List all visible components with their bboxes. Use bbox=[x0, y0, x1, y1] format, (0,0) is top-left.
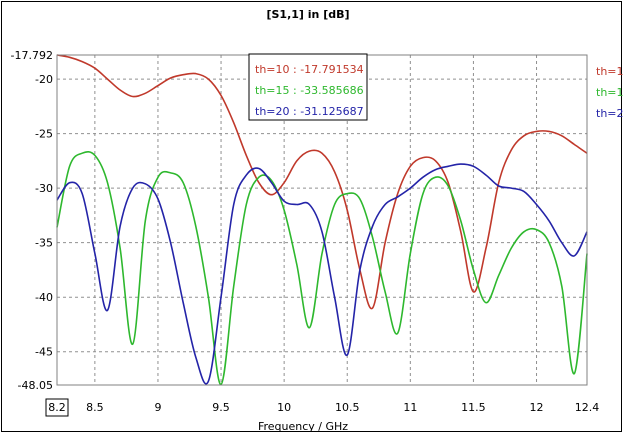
chart-title: [S1,1] in [dB] bbox=[266, 8, 349, 21]
y-tick-label: -45 bbox=[35, 346, 53, 359]
x-tick-label: 9 bbox=[154, 401, 161, 414]
marker-value-box-border bbox=[248, 53, 368, 121]
x-tick-label: 9.5 bbox=[212, 401, 230, 414]
series-line-th10 bbox=[56, 54, 588, 310]
x-tick-label: 11.5 bbox=[461, 401, 486, 414]
series-lines bbox=[56, 54, 588, 386]
legend-item-th15: th=15 bbox=[596, 86, 623, 99]
x-tick-label: 12 bbox=[530, 401, 544, 414]
y-tick-label: -48.05 bbox=[18, 379, 53, 392]
legend-item-th10: th=10 bbox=[596, 65, 623, 78]
legend-item-th20: th=20 bbox=[596, 107, 623, 120]
chart-title-text: [S1,1] in [dB] bbox=[266, 8, 349, 21]
y-tick-label: -25 bbox=[35, 128, 53, 141]
x-tick-label: 10 bbox=[277, 401, 291, 414]
series-line-th15 bbox=[56, 150, 588, 386]
y-tick-label: -30 bbox=[35, 182, 53, 195]
marker-value-th10: th=10 : -17.791534 bbox=[255, 63, 364, 76]
marker-value-th15: th=15 : -33.585686 bbox=[255, 84, 364, 97]
x-tick-start-box bbox=[45, 398, 69, 417]
series-line-th20 bbox=[56, 163, 588, 385]
marker-value-th20: th=20 : -31.125687 bbox=[255, 105, 364, 118]
y-tick-label: -20 bbox=[35, 73, 53, 86]
y-tick-label: -35 bbox=[35, 237, 53, 250]
x-tick-label: 12.4 bbox=[575, 401, 600, 414]
x-tick-label: 8.5 bbox=[86, 401, 104, 414]
y-tick-label: -40 bbox=[35, 291, 53, 304]
legend: th=10 th=15 th=20 bbox=[596, 65, 623, 120]
y-tick-label: -17.792 bbox=[11, 49, 53, 62]
x-tick-label: 10.5 bbox=[335, 401, 360, 414]
marker-value-box: th=10 : -17.791534 th=15 : -33.585686 th… bbox=[248, 53, 368, 121]
x-axis-label: Frequency / GHz bbox=[258, 420, 348, 433]
tick-labels: -17.792 -20 -25 -30 -35 -40 -45 -48.05 8.2 8.5 9 9.… bbox=[11, 49, 600, 417]
x-tick-label: 8.2 bbox=[48, 401, 66, 414]
x-tick-label: 11 bbox=[403, 401, 417, 414]
